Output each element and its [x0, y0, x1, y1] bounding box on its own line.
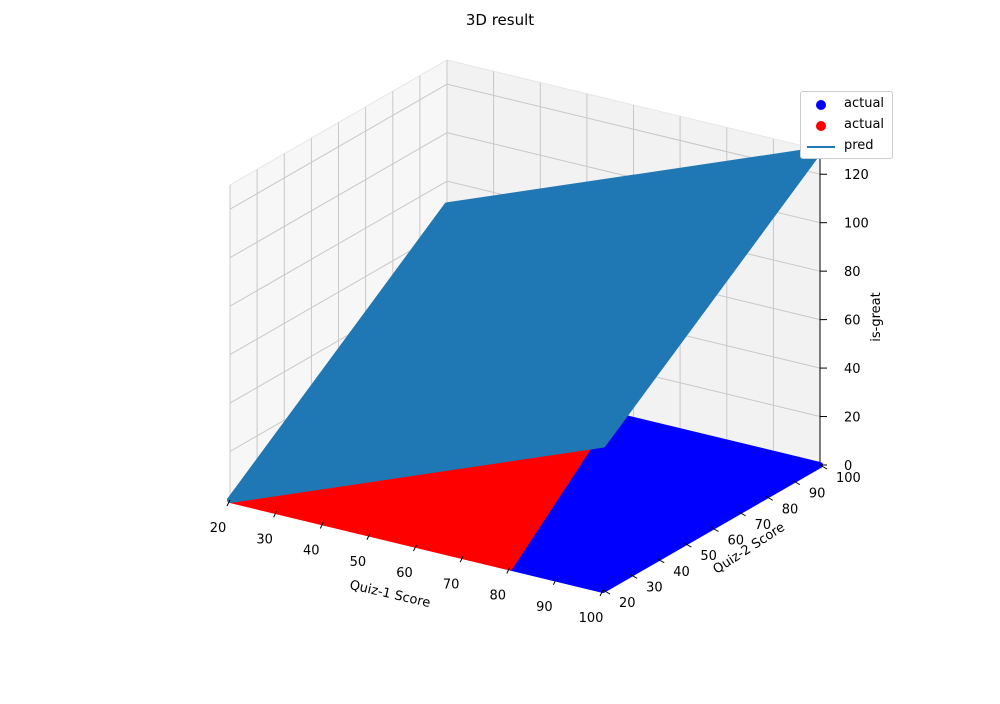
x-tick-label: 20	[210, 521, 227, 536]
y-tick	[819, 464, 828, 470]
legend-label: pred	[844, 138, 874, 153]
y-tick	[711, 527, 719, 532]
y-tick	[602, 589, 611, 595]
legend-label: actual	[844, 117, 885, 132]
y-tick-label: 20	[619, 596, 636, 611]
y-tick-label: 30	[646, 580, 663, 595]
legend-label: actual	[844, 96, 885, 111]
y-tick-label: 70	[755, 518, 772, 533]
legend-item-pred: pred	[801, 136, 892, 156]
x-tick	[413, 544, 417, 552]
z-tick-label: 40	[844, 362, 861, 377]
x-tick	[459, 556, 464, 563]
y-tick	[629, 573, 638, 579]
x-tick-label: 30	[256, 532, 273, 547]
legend-marker-blue	[816, 100, 826, 110]
x-tick	[226, 499, 231, 507]
x-tick-label: 50	[350, 555, 367, 570]
x-tick	[506, 567, 511, 574]
y-tick	[738, 511, 746, 517]
x-tick-label: 40	[303, 544, 320, 559]
legend-item-actual-red: actual	[801, 115, 892, 135]
x-tick-label: 60	[396, 566, 413, 581]
z-tick-label: 100	[844, 217, 869, 232]
z-tick-label: 120	[844, 168, 869, 183]
x-tick-label: 70	[443, 577, 460, 592]
x-tick-label: 100	[579, 611, 604, 626]
y-tick-label: 80	[782, 502, 799, 517]
legend-item-actual-blue: actual	[801, 94, 892, 114]
y-tick-label: 50	[700, 549, 717, 564]
z-tick-label: 60	[844, 314, 861, 329]
x-tick	[599, 589, 604, 597]
x-tick	[366, 533, 371, 540]
chart-title: 3D result	[466, 11, 534, 29]
y-tick-label: 90	[809, 487, 826, 502]
x-tick	[273, 511, 278, 518]
y-tick	[792, 480, 801, 486]
y-tick-label: 40	[673, 565, 690, 580]
z-tick-label: 0	[844, 459, 852, 474]
y-tick-label: 60	[728, 534, 745, 549]
x-axis-label: Quiz-1 Score	[348, 578, 432, 611]
z-tick-label: 20	[844, 411, 861, 426]
y-tick-label: 100	[836, 471, 861, 486]
x-tick-label: 90	[536, 600, 553, 615]
z-gridline	[229, 83, 821, 210]
z-tick-label: 80	[844, 265, 861, 280]
x-tick	[319, 522, 324, 529]
x-tick	[552, 578, 557, 585]
y-tick	[765, 495, 773, 501]
legend-marker-line	[807, 146, 835, 148]
y-tick	[684, 542, 692, 548]
y-axis-label: Quiz-2 Score	[711, 520, 788, 577]
z-axis-label: is-great	[869, 292, 884, 341]
y-tick	[657, 558, 665, 564]
x-tick-label: 80	[489, 589, 506, 604]
legend: actual actual pred	[800, 91, 893, 159]
legend-marker-red	[816, 121, 826, 131]
